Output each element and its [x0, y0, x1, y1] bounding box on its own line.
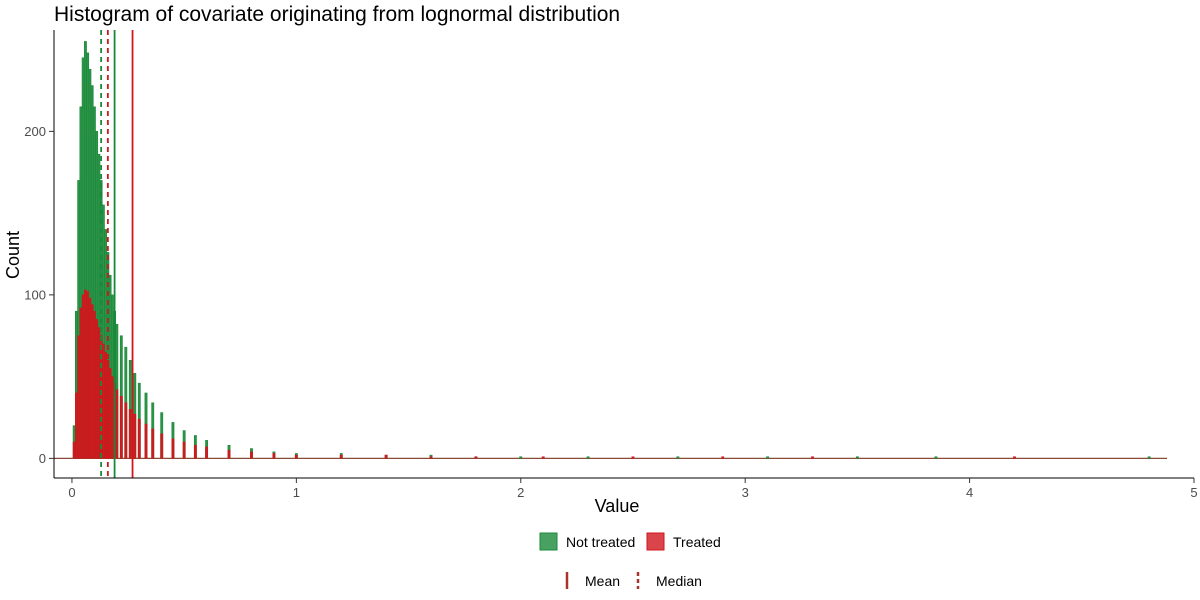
histogram-bar — [110, 376, 114, 459]
histogram-bar — [137, 418, 141, 459]
histogram-bar — [384, 454, 388, 459]
legend-label: Treated — [673, 534, 721, 550]
y-tick-label: 0 — [39, 451, 46, 466]
histogram-bar — [151, 428, 155, 459]
legend: Not treated Treated Mean Median — [539, 532, 721, 589]
histogram-bar — [79, 307, 83, 459]
histogram-bar — [1147, 456, 1151, 459]
histogram-bar — [160, 433, 164, 459]
histogram-bar — [124, 402, 128, 459]
histogram-bar — [855, 456, 859, 459]
x-tick-label: 3 — [742, 485, 749, 500]
legend-label: Not treated — [566, 534, 635, 550]
x-tick-label: 0 — [68, 485, 75, 500]
histogram-bar — [676, 456, 680, 459]
histogram-bar — [766, 456, 770, 459]
histogram-bar — [631, 456, 635, 459]
x-tick-label: 2 — [517, 485, 524, 500]
histogram-bar — [97, 327, 101, 459]
histogram-bar — [128, 409, 132, 459]
x-axis-title: Value — [595, 496, 640, 516]
histogram-bar — [101, 343, 105, 459]
histogram-bar — [586, 456, 590, 459]
x-tick-label: 5 — [1190, 485, 1197, 500]
histogram-bar — [272, 453, 276, 459]
legend-swatch — [646, 532, 665, 551]
histogram-bar — [81, 294, 85, 459]
histogram-bar — [88, 297, 92, 459]
histogram-bar — [934, 456, 938, 459]
histogram-bar — [144, 423, 148, 459]
histogram-bar — [171, 438, 175, 459]
histogram-bar — [92, 310, 96, 459]
histogram-bar — [193, 444, 197, 459]
y-tick-label: 200 — [24, 124, 46, 139]
histogram-bar — [721, 456, 725, 459]
histogram-bar — [104, 351, 108, 459]
histogram-bar — [133, 413, 137, 459]
series-treated — [72, 289, 1016, 459]
histogram-bar — [83, 289, 87, 459]
histogram-bar — [429, 456, 433, 459]
histogram-bar — [1013, 456, 1016, 459]
y-axis-title: Count — [3, 231, 23, 279]
histogram-bar — [519, 456, 523, 459]
histogram-bar — [77, 335, 81, 459]
legend-label: Mean — [585, 573, 620, 589]
x-tick-label: 4 — [966, 485, 973, 500]
histogram-bar — [95, 319, 99, 459]
chart-title: Histogram of covariate originating from … — [54, 3, 621, 26]
histogram-bar — [811, 456, 814, 459]
histogram-bar — [75, 392, 78, 459]
histogram-bar — [205, 446, 209, 459]
histogram-bar — [541, 456, 545, 459]
histogram-bar — [474, 456, 478, 459]
plot-area — [54, 30, 1168, 478]
histogram-bar — [339, 454, 343, 459]
histogram-bar — [115, 389, 119, 459]
legend-label: Median — [656, 573, 702, 589]
legend-swatch — [539, 532, 558, 551]
histogram-bar — [90, 304, 94, 459]
histogram-bar — [182, 441, 186, 459]
histogram-bar — [119, 395, 123, 459]
histogram-bar — [227, 449, 231, 459]
y-tick-label: 100 — [24, 287, 46, 302]
histogram-bar — [72, 441, 76, 459]
axes: 0 1 2 3 4 5 0 100 200 — [24, 30, 1198, 500]
x-tick-label: 1 — [293, 485, 300, 500]
series-not-treated — [72, 41, 1151, 459]
histogram-bar — [294, 454, 298, 459]
histogram-bar — [108, 368, 112, 459]
histogram-bar — [86, 291, 90, 459]
histogram-bar — [250, 451, 253, 459]
